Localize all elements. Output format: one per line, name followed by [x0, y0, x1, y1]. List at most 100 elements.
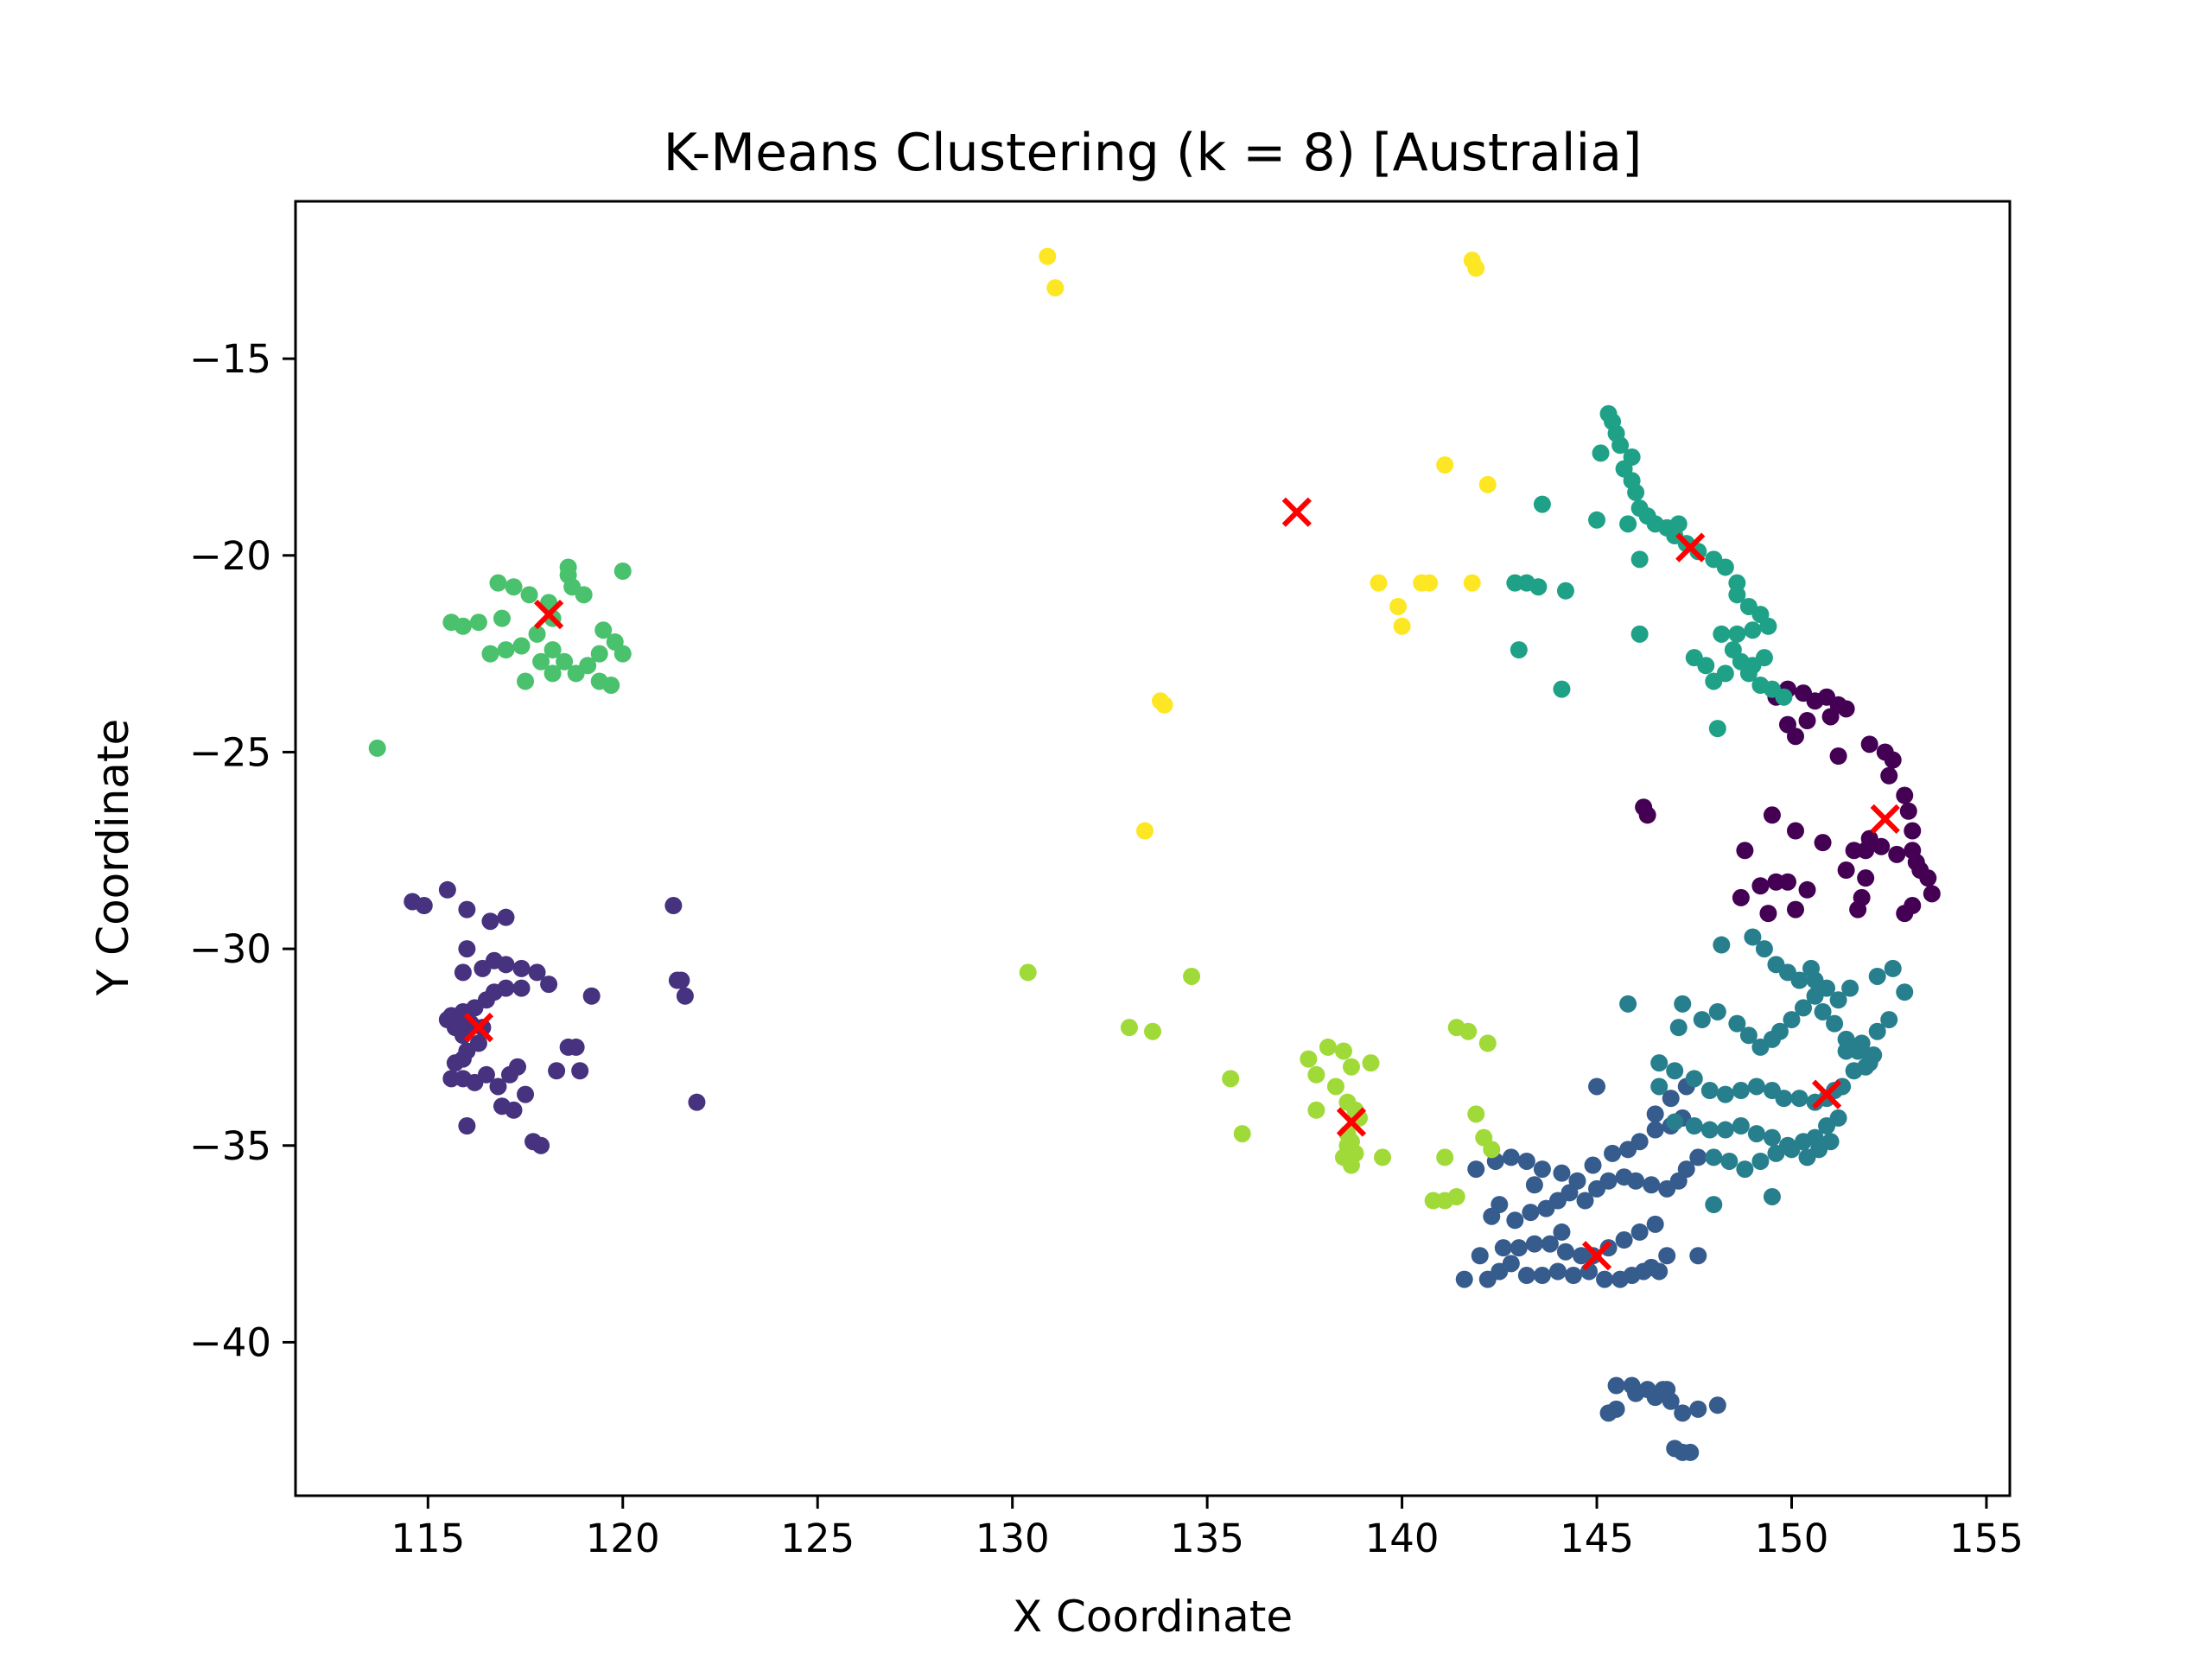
data-point: [454, 963, 472, 982]
data-point: [1736, 1160, 1754, 1179]
y-tick-label: −40: [189, 1319, 271, 1365]
data-point: [613, 645, 632, 663]
data-point: [1872, 837, 1891, 855]
y-tick-label: −25: [189, 729, 271, 775]
data-point: [1775, 1090, 1793, 1108]
data-point: [1389, 597, 1408, 615]
data-point: [540, 976, 558, 994]
data-point: [1233, 1125, 1251, 1143]
data-point: [1747, 1077, 1765, 1096]
data-point: [1638, 806, 1656, 824]
data-point: [1783, 1011, 1801, 1029]
data-point: [594, 621, 613, 639]
data-point: [559, 558, 577, 576]
chart-title: K-Means Clustering (k = 8) [Australia]: [664, 123, 1643, 183]
data-point: [1896, 905, 1914, 923]
y-axis-label: Y Coordinate: [88, 719, 138, 997]
data-point: [1155, 696, 1173, 714]
data-point: [1046, 279, 1065, 297]
data-point: [1436, 456, 1454, 474]
data-point: [1880, 766, 1898, 785]
data-point: [1662, 1090, 1680, 1108]
data-point: [1755, 940, 1773, 958]
data-point: [1763, 1128, 1781, 1147]
data-point: [1716, 1085, 1734, 1103]
data-point: [1650, 1054, 1669, 1072]
data-point: [1576, 1192, 1594, 1210]
data-point: [1627, 1384, 1645, 1402]
data-point: [1646, 1215, 1664, 1233]
data-point: [1588, 1077, 1606, 1096]
data-point: [1630, 550, 1649, 569]
data-point: [1919, 869, 1937, 887]
data-point: [1326, 1077, 1344, 1096]
data-point: [368, 739, 386, 757]
data-point: [1798, 880, 1816, 899]
centroid-stroke: [1811, 1079, 1842, 1109]
data-point: [1716, 558, 1734, 576]
data-point: [1517, 1152, 1535, 1170]
data-point: [1467, 1105, 1485, 1123]
data-point: [1708, 720, 1726, 738]
x-tick-label: 130: [976, 1516, 1050, 1561]
data-point: [438, 880, 456, 899]
data-point: [1599, 1172, 1618, 1190]
data-point: [458, 1117, 476, 1135]
centroid-marker: [1870, 804, 1900, 834]
y-tick-label: −15: [189, 336, 271, 382]
centroid-stroke: [1336, 1107, 1367, 1137]
data-point: [1685, 649, 1703, 667]
data-point: [1767, 1144, 1785, 1162]
cluster-2: [1455, 1077, 1726, 1461]
data-point: [672, 971, 690, 989]
data-point: [688, 1093, 706, 1111]
data-point: [1222, 1070, 1240, 1088]
data-point: [1619, 515, 1637, 533]
cluster-0: [1635, 680, 1941, 923]
data-point: [1787, 822, 1804, 840]
data-point: [1525, 1176, 1543, 1194]
data-point: [1744, 621, 1762, 639]
data-point: [1120, 1019, 1138, 1037]
data-point: [1705, 672, 1723, 690]
data-point: [1478, 1034, 1497, 1052]
data-point: [1923, 885, 1941, 903]
data-point: [1732, 888, 1750, 906]
centroid-stroke: [1675, 532, 1706, 563]
data-point: [1548, 1262, 1567, 1281]
x-tick-label: 120: [586, 1516, 660, 1561]
data-point: [548, 1062, 566, 1080]
data-point: [1467, 259, 1485, 277]
x-tick-label: 135: [1170, 1516, 1244, 1561]
data-point: [1884, 959, 1902, 977]
axis-ticks: 115 120 125 130 135 140 145 150 155 −15 −20 −25 −30 −…: [189, 336, 2024, 1561]
data-point: [556, 652, 574, 671]
data-point: [1307, 1101, 1325, 1119]
data-point: [1681, 1443, 1700, 1461]
centroid-marker: [1581, 1241, 1612, 1271]
data-point: [512, 959, 531, 977]
data-point: [517, 672, 535, 690]
data-point: [1837, 861, 1855, 880]
data-point: [1767, 873, 1785, 891]
data-point: [1821, 1133, 1840, 1151]
data-point: [1700, 1121, 1719, 1139]
data-point: [1502, 1148, 1520, 1166]
data-point: [1728, 1014, 1746, 1033]
data-point: [1342, 1058, 1360, 1076]
x-tick-label: 115: [391, 1516, 465, 1561]
data-point: [1374, 1148, 1392, 1166]
data-point: [532, 652, 550, 671]
data-point: [1307, 1065, 1325, 1084]
data-point: [512, 979, 531, 997]
cluster-1: [404, 880, 706, 1154]
data-point: [512, 637, 531, 655]
data-point: [1650, 1077, 1669, 1096]
data-point: [1144, 1022, 1161, 1040]
data-point: [1533, 495, 1551, 513]
data-point: [1463, 574, 1481, 592]
data-point: [590, 645, 608, 663]
data-point: [1467, 1160, 1485, 1179]
data-point: [1588, 511, 1606, 529]
cluster-3: [1619, 928, 1914, 1214]
